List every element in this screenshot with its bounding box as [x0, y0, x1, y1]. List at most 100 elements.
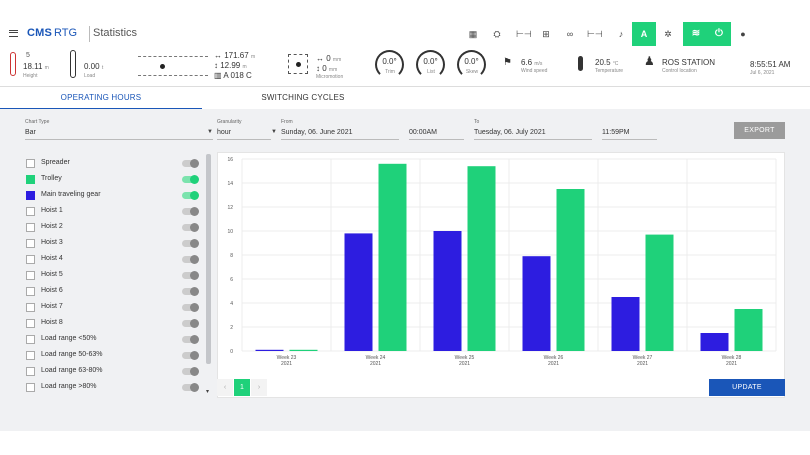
- series-label: Load range >80%: [41, 383, 97, 390]
- toggle-knob: [190, 383, 199, 392]
- series-toggle[interactable]: [182, 175, 199, 184]
- series-checkbox[interactable]: [26, 367, 35, 376]
- chart-type-label: Chart Type: [25, 119, 50, 125]
- chart-bar: [378, 163, 407, 351]
- menu-icon[interactable]: [9, 30, 18, 37]
- series-toggle[interactable]: [182, 239, 199, 248]
- height-label: Height: [23, 73, 38, 79]
- series-scrollbar[interactable]: [206, 154, 211, 364]
- x-tick-label: Week 28: [722, 355, 742, 361]
- to-time-input[interactable]: 11:59PM: [602, 127, 657, 140]
- pager-page-button[interactable]: 1: [234, 379, 250, 396]
- user-icon[interactable]: ●: [740, 29, 746, 39]
- clock-time: 8:55:51 AM: [750, 60, 791, 69]
- series-checkbox[interactable]: [26, 303, 35, 312]
- series-toggle[interactable]: [182, 223, 199, 232]
- pager-prev-button[interactable]: ‹: [217, 379, 233, 396]
- thermometer-icon: [578, 56, 583, 71]
- series-toggle[interactable]: [182, 319, 199, 328]
- series-checkbox[interactable]: [26, 175, 35, 184]
- series-checkbox[interactable]: [26, 383, 35, 392]
- x-tick-label: 2021: [370, 361, 381, 367]
- export-button[interactable]: EXPORT: [734, 122, 785, 139]
- series-item[interactable]: Hoist 3: [24, 236, 212, 252]
- series-toggle[interactable]: [182, 335, 199, 344]
- app-product: RTG: [54, 27, 78, 39]
- series-toggle[interactable]: [182, 159, 199, 168]
- series-checkbox[interactable]: [26, 191, 35, 200]
- toggle-knob: [190, 287, 199, 296]
- tab-operating-hours[interactable]: OPERATING HOURS: [0, 87, 202, 110]
- update-button[interactable]: UPDATE: [709, 379, 785, 396]
- series-item[interactable]: Hoist 7: [24, 300, 212, 316]
- series-item[interactable]: Load range 63-80%: [24, 364, 212, 380]
- to-date-input[interactable]: Tuesday, 06. July 2021: [474, 127, 592, 140]
- series-item[interactable]: Hoist 6: [24, 284, 212, 300]
- series-item[interactable]: Hoist 2: [24, 220, 212, 236]
- granularity-select[interactable]: hour: [217, 127, 271, 140]
- series-checkbox[interactable]: [26, 223, 35, 232]
- series-list: Spreader Trolley Main traveling gear Hoist …: [24, 156, 212, 396]
- from-date-input[interactable]: Sunday, 06. June 2021: [281, 127, 399, 140]
- series-checkbox[interactable]: [26, 159, 35, 168]
- wifi-icon[interactable]: ≋: [691, 28, 701, 39]
- series-checkbox[interactable]: [26, 351, 35, 360]
- series-item[interactable]: Hoist 5: [24, 268, 212, 284]
- series-checkbox[interactable]: [26, 255, 35, 264]
- chevron-down-icon[interactable]: ▼: [271, 129, 277, 135]
- series-item[interactable]: Hoist 8: [24, 316, 212, 332]
- series-toggle[interactable]: [182, 255, 199, 264]
- bell-icon[interactable]: ♪: [618, 29, 624, 39]
- crane-icon[interactable]: ⛭: [493, 29, 501, 39]
- load-value: 0.00 t: [84, 62, 104, 71]
- scroll-down-icon[interactable]: ▾: [206, 389, 210, 395]
- series-item[interactable]: Hoist 1: [24, 204, 212, 220]
- series-item[interactable]: Hoist 4: [24, 252, 212, 268]
- gear-icon[interactable]: ✲: [664, 29, 672, 39]
- series-item[interactable]: Load range <50%: [24, 332, 212, 348]
- toggle-knob: [190, 239, 199, 248]
- skew-label: Skew: [465, 69, 479, 75]
- series-toggle[interactable]: [182, 303, 199, 312]
- temperature-value: 20.5 °C: [595, 58, 619, 67]
- series-item[interactable]: Load range >80%: [24, 380, 212, 396]
- from-time-input[interactable]: 00:00AM: [409, 127, 464, 140]
- series-item[interactable]: Main traveling gear: [24, 188, 212, 204]
- trim-label: Trim: [385, 69, 395, 75]
- series-item[interactable]: Load range 50-63%: [24, 348, 212, 364]
- x-tick-label: Week 25: [455, 355, 475, 361]
- series-label: Hoist 4: [41, 255, 63, 262]
- chevron-down-icon[interactable]: ▼: [207, 129, 213, 135]
- pager-next-button[interactable]: ›: [251, 379, 267, 396]
- trolley-icon[interactable]: ⊞: [542, 29, 550, 39]
- series-checkbox[interactable]: [26, 319, 35, 328]
- toggle-knob: [190, 351, 199, 360]
- series-checkbox[interactable]: [26, 207, 35, 216]
- series-item[interactable]: Spreader: [24, 156, 212, 172]
- tab-switching-cycles[interactable]: SWITCHING CYCLES: [261, 93, 345, 102]
- toggle-knob: [190, 255, 199, 264]
- series-checkbox[interactable]: [26, 271, 35, 280]
- bridge-icon[interactable]: ⊢⊣: [587, 29, 603, 39]
- series-toggle[interactable]: [182, 367, 199, 376]
- series-toggle[interactable]: [182, 191, 199, 200]
- page-title: Statistics: [93, 27, 138, 39]
- chart-type-select[interactable]: Bar: [25, 127, 213, 140]
- series-toggle[interactable]: [182, 287, 199, 296]
- series-toggle[interactable]: [182, 351, 199, 360]
- height-top-digit: 5: [26, 52, 30, 59]
- spreader-icon[interactable]: ⊢⊣: [516, 29, 532, 39]
- series-checkbox[interactable]: [26, 239, 35, 248]
- to-label: To: [474, 119, 480, 125]
- power-icon[interactable]: ⏻: [715, 28, 723, 39]
- series-toggle[interactable]: [182, 207, 199, 216]
- series-toggle[interactable]: [182, 383, 199, 392]
- series-checkbox[interactable]: [26, 287, 35, 296]
- grid-icon[interactable]: ▦: [468, 29, 478, 39]
- series-checkbox[interactable]: [26, 335, 35, 344]
- auto-mode-button[interactable]: A: [632, 22, 656, 46]
- series-item[interactable]: Trolley: [24, 172, 212, 188]
- series-toggle[interactable]: [182, 271, 199, 280]
- gantry-icon[interactable]: ∞: [566, 29, 574, 39]
